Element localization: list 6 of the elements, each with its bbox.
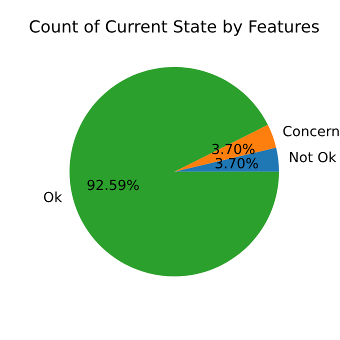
slice-label: Not Ok [290, 152, 336, 162]
slice-label: Concern [283, 126, 339, 136]
slice-label: Ok [44, 192, 62, 202]
data-label: 92.59% [88, 180, 139, 190]
data-label: 3.70% [216, 158, 258, 168]
chart-title: Count of Current State by Features [30, 20, 319, 36]
